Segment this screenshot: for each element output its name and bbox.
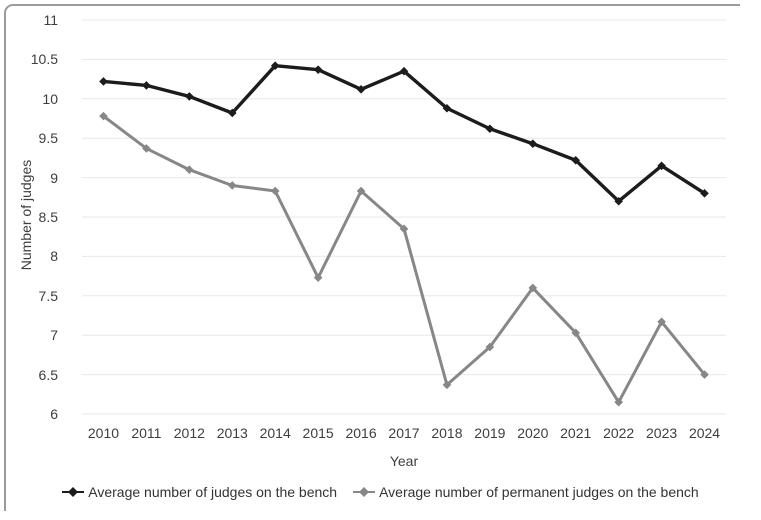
legend-item-label: Average number of permanent judges on th… <box>379 484 699 500</box>
data-point-marker <box>99 111 108 121</box>
x-tick-label: 2020 <box>517 425 549 441</box>
legend-line-marker-icon <box>62 487 85 497</box>
x-tick-label: 2017 <box>388 425 420 441</box>
data-point-marker <box>399 66 409 76</box>
data-point-marker <box>227 108 237 118</box>
data-point-marker <box>356 186 366 196</box>
y-tick-label: 10.5 <box>30 51 58 68</box>
x-tick-label: 2021 <box>560 425 592 441</box>
data-point-marker <box>485 124 495 134</box>
data-point-marker <box>185 165 194 175</box>
x-tick-label: 2015 <box>302 425 334 441</box>
data-point-marker <box>142 144 151 153</box>
data-point-marker <box>442 103 452 113</box>
data-point-marker <box>528 139 538 149</box>
y-tick-label: 9 <box>50 169 58 186</box>
data-point-marker <box>614 397 623 407</box>
legend-item-label: Average number of judges on the bench <box>88 484 338 500</box>
chart-legend: Average number of judges on the bench Ave… <box>0 484 761 500</box>
x-tick-label: 2011 <box>131 425 162 441</box>
y-tick-label: 11 <box>43 12 58 28</box>
data-point-marker <box>270 186 280 196</box>
data-point-marker <box>399 224 409 234</box>
y-tick-label: 6.5 <box>38 366 58 383</box>
legend-item-all-judges: Average number of judges on the bench <box>62 484 337 500</box>
x-tick-label: 2023 <box>646 425 678 441</box>
data-point-marker <box>657 317 666 327</box>
data-point-marker <box>442 380 452 390</box>
x-tick-label: 2013 <box>216 425 248 441</box>
data-point-marker <box>571 328 581 338</box>
y-tick-label: 8.5 <box>38 209 58 225</box>
data-point-marker <box>142 81 151 90</box>
data-point-marker <box>614 196 623 206</box>
x-tick-label: 2022 <box>603 425 635 441</box>
y-tick-label: 7 <box>50 327 58 344</box>
data-point-marker <box>270 61 280 71</box>
legend-diamond-icon <box>68 487 79 497</box>
data-point-marker <box>227 181 237 190</box>
y-tick-label: 6 <box>50 406 58 422</box>
data-point-marker <box>700 189 709 198</box>
legend-diamond-icon <box>359 487 370 497</box>
data-point-marker <box>99 77 108 86</box>
x-tick-label: 2016 <box>345 425 377 441</box>
x-tick-label: 2019 <box>474 425 506 441</box>
legend-item-permanent-judges: Average number of permanent judges on th… <box>353 484 699 500</box>
y-tick-label: 8 <box>50 248 58 265</box>
y-tick-label: 9.5 <box>38 130 58 147</box>
x-tick-label: 2014 <box>259 425 291 441</box>
data-point-marker <box>571 155 581 165</box>
x-tick-label: 2010 <box>87 425 120 441</box>
data-point-marker <box>528 283 538 293</box>
series-line-all-judges <box>101 64 707 203</box>
data-point-marker <box>657 161 666 171</box>
data-point-marker <box>700 370 709 379</box>
legend-line-marker-icon <box>353 487 376 497</box>
data-point-marker <box>356 85 366 94</box>
x-tick-label: 2024 <box>688 425 721 441</box>
x-tick-label: 2018 <box>431 425 463 441</box>
data-point-marker <box>485 342 495 352</box>
data-point-marker <box>185 92 194 101</box>
x-tick-label: 2012 <box>173 425 205 441</box>
data-point-marker <box>313 65 323 74</box>
x-axis-title: Year <box>389 453 419 469</box>
series-line-permanent-judges <box>101 114 707 404</box>
data-point-marker <box>313 273 323 282</box>
y-tick-label: 7.5 <box>38 287 58 304</box>
y-tick-label: 10 <box>42 90 58 107</box>
